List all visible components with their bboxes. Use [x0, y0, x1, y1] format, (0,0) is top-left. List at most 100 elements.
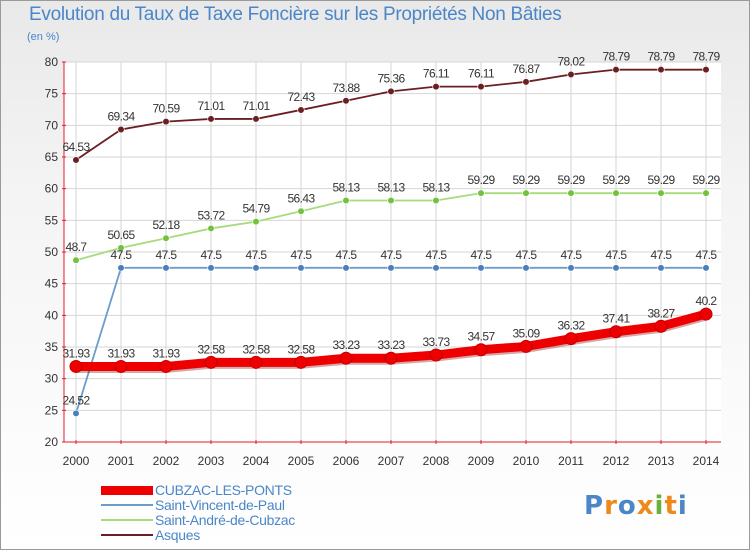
data-point — [654, 319, 668, 333]
data-point — [657, 66, 665, 74]
y-tick-label: 55 — [45, 213, 59, 227]
data-point — [699, 307, 713, 321]
data-point — [159, 359, 173, 373]
data-label: 35.09 — [512, 326, 540, 340]
data-label: 70.59 — [152, 102, 180, 116]
data-label: 59.29 — [467, 173, 495, 187]
data-label: 59.29 — [512, 173, 540, 187]
data-point — [72, 156, 80, 164]
data-label: 31.93 — [152, 346, 180, 360]
data-label: 76.11 — [423, 67, 450, 81]
data-label: 47.5 — [561, 248, 583, 262]
logo-letter: t — [664, 491, 678, 521]
x-tick-label: 2010 — [513, 454, 540, 468]
data-label: 24.52 — [62, 393, 90, 407]
data-point — [162, 117, 170, 126]
data-label: 47.5 — [651, 248, 673, 262]
data-label: 59.29 — [557, 173, 585, 187]
logo-letter: i — [654, 491, 665, 521]
data-label: 59.29 — [647, 173, 675, 187]
data-label: 56.43 — [287, 191, 315, 205]
data-label: 36.32 — [557, 319, 585, 333]
data-point — [522, 264, 530, 272]
x-tick-label: 2006 — [333, 454, 360, 468]
x-tick-label: 2014 — [693, 454, 720, 468]
data-point — [342, 196, 350, 205]
data-point — [612, 264, 620, 272]
data-label: 38.27 — [647, 306, 675, 320]
data-point — [612, 189, 620, 197]
legend-swatch — [101, 534, 153, 536]
data-point — [207, 115, 215, 123]
data-point — [567, 70, 575, 79]
data-point — [567, 189, 575, 197]
data-label: 53.72 — [197, 208, 225, 222]
data-label: 47.5 — [426, 248, 448, 262]
data-label: 47.5 — [246, 248, 268, 262]
data-label: 72.43 — [287, 90, 315, 104]
data-label: 50.65 — [107, 228, 135, 242]
data-label: 40.2 — [696, 294, 718, 308]
data-point — [297, 264, 305, 272]
data-point — [474, 343, 488, 357]
chart-unit-label: (en %) — [27, 31, 60, 43]
legend-label: CUBZAC-LES-PONTS — [155, 482, 292, 498]
data-point — [657, 189, 665, 197]
data-label: 47.5 — [471, 248, 493, 262]
data-label: 54.79 — [242, 202, 270, 216]
data-point — [252, 264, 260, 272]
data-point — [477, 264, 485, 272]
data-point — [612, 66, 620, 74]
y-tick-label: 60 — [45, 182, 59, 196]
data-label: 78.02 — [557, 55, 585, 69]
logo-letter: o — [617, 491, 637, 521]
legend-label: Asques — [155, 527, 200, 543]
data-label: 71.01 — [242, 99, 270, 113]
y-tick-label: 50 — [45, 245, 59, 259]
data-label: 78.79 — [647, 50, 675, 64]
data-point — [297, 207, 305, 215]
data-point — [387, 264, 395, 272]
legend-swatch — [101, 486, 153, 495]
data-point — [429, 348, 443, 362]
data-label: 32.58 — [197, 342, 225, 356]
data-label: 47.5 — [696, 248, 718, 262]
data-point — [294, 355, 308, 369]
x-tick-label: 2013 — [648, 454, 675, 468]
data-point — [387, 196, 395, 205]
x-tick-label: 2009 — [468, 454, 495, 468]
chart-title: Evolution du Taux de Taxe Foncière sur l… — [29, 4, 562, 25]
data-label: 76.11 — [468, 67, 495, 81]
data-point — [339, 351, 353, 365]
x-tick-label: 2007 — [378, 454, 405, 468]
legend-swatch — [101, 504, 153, 506]
data-label: 47.5 — [156, 248, 178, 262]
data-point — [114, 359, 128, 373]
x-tick-label: 2011 — [558, 454, 584, 468]
y-tick-label: 25 — [45, 403, 59, 417]
x-tick-label: 2003 — [198, 454, 225, 468]
data-point — [249, 355, 263, 369]
data-label: 31.93 — [62, 346, 90, 360]
data-point — [387, 87, 395, 95]
data-label: 75.36 — [377, 71, 405, 85]
data-label: 47.5 — [111, 248, 133, 262]
data-point — [342, 264, 350, 272]
data-point — [207, 224, 215, 233]
data-point — [252, 115, 260, 123]
data-point — [702, 264, 710, 272]
data-point — [204, 355, 218, 369]
data-label: 58.13 — [377, 181, 405, 195]
data-point — [522, 189, 530, 197]
x-tick-label: 2000 — [63, 454, 90, 468]
data-label: 47.5 — [291, 248, 313, 262]
y-tick-label: 45 — [45, 277, 59, 291]
legend-label: Saint-André-de-Cubzac — [155, 512, 295, 528]
y-tick-label: 35 — [45, 340, 59, 354]
data-label: 37.41 — [602, 312, 630, 326]
data-point — [162, 264, 170, 272]
y-tick-label: 70 — [45, 118, 59, 132]
x-tick-label: 2008 — [423, 454, 450, 468]
data-point — [564, 332, 578, 346]
